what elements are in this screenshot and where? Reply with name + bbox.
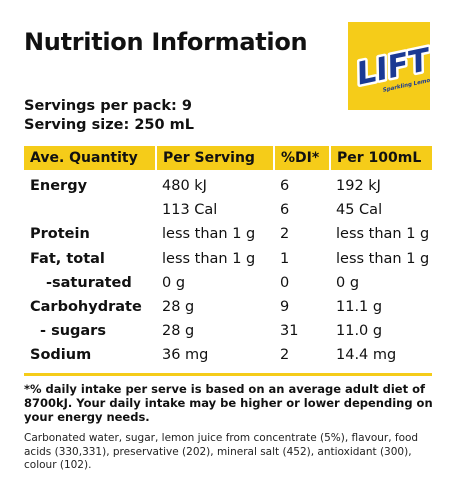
row-label: Protein bbox=[30, 226, 90, 243]
row-label: Sodium bbox=[30, 347, 92, 364]
per-100ml-value: 14.4 mg bbox=[336, 347, 397, 364]
table-header-row: Ave. Quantity Per Serving %DI* Per 100mL bbox=[24, 146, 432, 170]
table-row: Carbohydrate 28 g 9 11.1 g bbox=[24, 295, 432, 319]
per-100ml-value: 11.0 g bbox=[336, 323, 383, 340]
per-serving-value: less than 1 g bbox=[162, 226, 256, 243]
table-row: Energy 480 kJ 6 192 kJ bbox=[24, 170, 432, 198]
serving-size: Serving size: 250 mL bbox=[24, 117, 194, 133]
table-row: 113 Cal 6 45 Cal bbox=[24, 198, 432, 222]
per-serving-value: 36 mg bbox=[162, 347, 209, 364]
daily-intake-value: 2 bbox=[280, 347, 290, 364]
header-daily-intake: %DI* bbox=[273, 146, 330, 170]
daily-intake-value: 6 bbox=[280, 202, 290, 219]
table-row: Protein less than 1 g 2 less than 1 g bbox=[24, 222, 432, 246]
nutrition-table: Ave. Quantity Per Serving %DI* Per 100mL… bbox=[24, 146, 432, 368]
daily-intake-value: 6 bbox=[280, 178, 290, 195]
row-label: Carbohydrate bbox=[30, 299, 142, 316]
table-row: -saturated 0 g 0 0 g bbox=[24, 271, 432, 295]
per-100ml-value: 0 g bbox=[336, 274, 360, 291]
per-100ml-value: less than 1 g bbox=[336, 250, 430, 267]
page-title: Nutrition Information bbox=[24, 28, 308, 56]
header-per-serving: Per Serving bbox=[155, 146, 274, 170]
table-row: Sodium 36 mg 2 14.4 mg bbox=[24, 343, 432, 367]
daily-intake-value: 9 bbox=[280, 299, 290, 316]
brand-logo: LIFT LIFT Sparkling Lemon Flavour bbox=[348, 22, 430, 110]
per-serving-value: 480 kJ bbox=[162, 178, 207, 195]
row-label: Fat, total bbox=[30, 250, 105, 267]
per-serving-value: 0 g bbox=[162, 274, 186, 291]
per-100ml-value: 192 kJ bbox=[336, 178, 381, 195]
per-serving-value: 28 g bbox=[162, 299, 195, 316]
daily-intake-value: 2 bbox=[280, 226, 290, 243]
per-serving-value: 113 Cal bbox=[162, 202, 218, 219]
daily-intake-value: 31 bbox=[280, 323, 299, 340]
daily-intake-value: 1 bbox=[280, 250, 290, 267]
header-per-100ml: Per 100mL bbox=[329, 146, 432, 170]
table-row: - sugars 28 g 31 11.0 g bbox=[24, 319, 432, 343]
per-100ml-value: less than 1 g bbox=[336, 226, 430, 243]
ingredients-list: Carbonated water, sugar, lemon juice fro… bbox=[24, 432, 419, 471]
per-serving-value: less than 1 g bbox=[162, 250, 256, 267]
servings-info: Servings per pack: 9 Serving size: 250 m… bbox=[24, 97, 194, 135]
servings-per-pack: Servings per pack: 9 bbox=[24, 98, 192, 114]
daily-intake-footnote: *% daily intake per serve is based on an… bbox=[24, 382, 433, 424]
row-label bbox=[24, 198, 156, 222]
per-100ml-value: 45 Cal bbox=[336, 202, 383, 219]
row-label: - sugars bbox=[40, 323, 106, 340]
row-label: Energy bbox=[30, 178, 88, 195]
per-serving-value: 28 g bbox=[162, 323, 195, 340]
header-ave-quantity: Ave. Quantity bbox=[24, 146, 156, 170]
divider-rule bbox=[24, 373, 432, 376]
table-row: Fat, total less than 1 g 1 less than 1 g bbox=[24, 247, 432, 271]
row-label: -saturated bbox=[46, 274, 132, 291]
per-100ml-value: 11.1 g bbox=[336, 299, 383, 316]
daily-intake-value: 0 bbox=[280, 274, 290, 291]
